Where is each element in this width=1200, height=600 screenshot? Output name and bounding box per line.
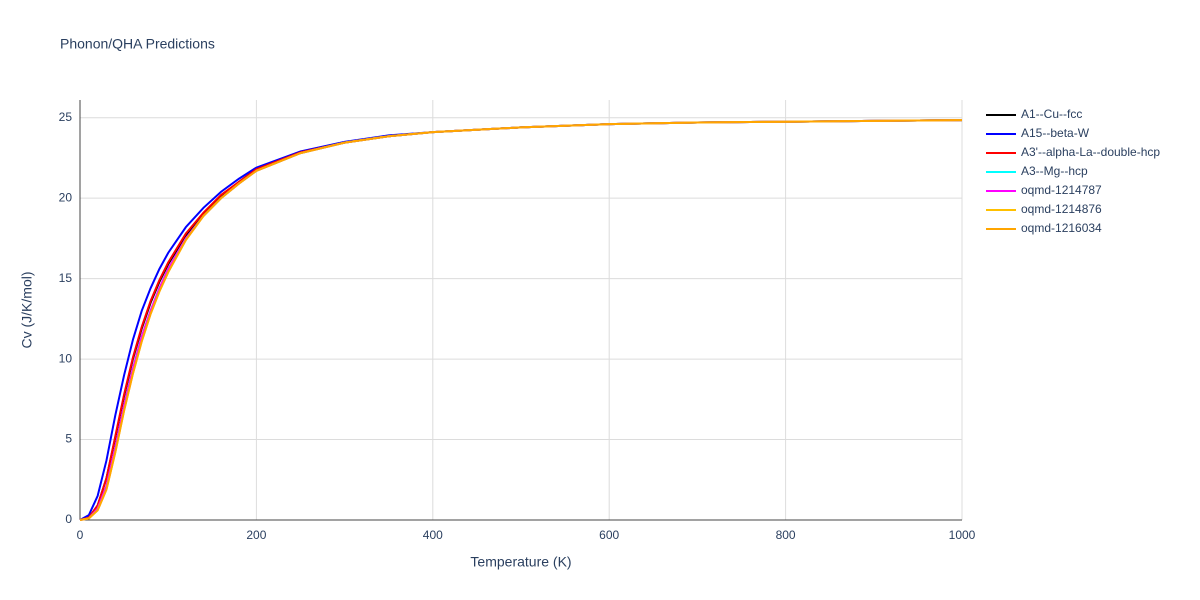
x-tick-label: 1000 — [949, 528, 976, 542]
legend-label: A3'--alpha-La--double-hcp — [1021, 145, 1160, 159]
series-line — [79, 119, 963, 521]
series-line — [79, 119, 963, 521]
y-tick-label: 25 — [59, 110, 73, 124]
series-line — [79, 119, 963, 521]
x-tick-label: 200 — [246, 528, 266, 542]
y-tick-label: 10 — [59, 351, 73, 365]
y-tick-label: 0 — [65, 512, 72, 526]
x-tick-label: 0 — [77, 528, 84, 542]
series-line — [79, 119, 963, 521]
chart-title: Phonon/QHA Predictions — [60, 36, 215, 52]
series-line — [79, 119, 963, 521]
legend-label: oqmd-1216034 — [1021, 221, 1102, 235]
legend-label: A3--Mg--hcp — [1021, 164, 1088, 178]
legend-label: A15--beta-W — [1021, 126, 1090, 140]
x-axis-label: Temperature (K) — [470, 554, 571, 570]
x-tick-label: 600 — [599, 528, 619, 542]
y-axis-label: Cv (J/K/mol) — [19, 272, 35, 349]
y-tick-label: 5 — [65, 432, 72, 446]
y-tick-label: 15 — [59, 271, 73, 285]
legend-label: A1--Cu--fcc — [1021, 107, 1082, 121]
series-line — [79, 119, 963, 521]
series-line — [79, 119, 963, 521]
legend-label: oqmd-1214876 — [1021, 202, 1102, 216]
x-tick-label: 400 — [423, 528, 443, 542]
legend-label: oqmd-1214787 — [1021, 183, 1102, 197]
y-tick-label: 20 — [59, 190, 73, 204]
x-tick-label: 800 — [776, 528, 796, 542]
